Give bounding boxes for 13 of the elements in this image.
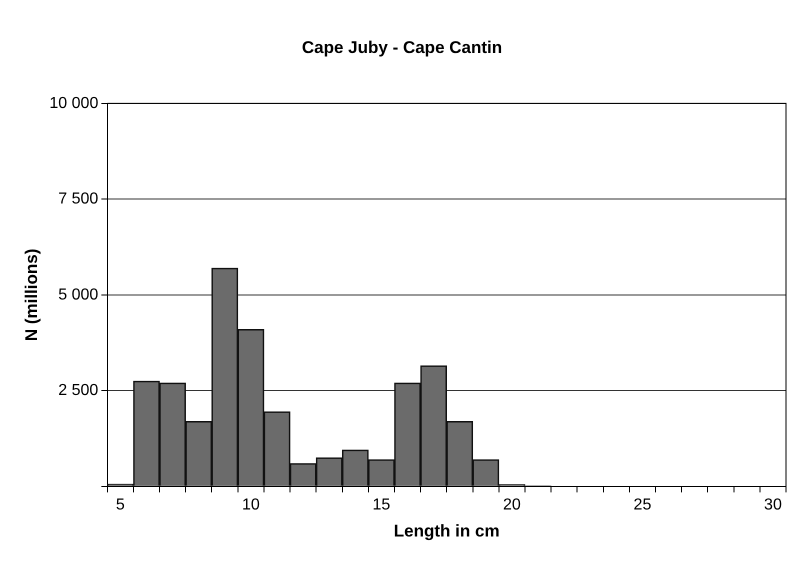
x-axis-title: Length in cm [394,521,500,540]
y-tick-label: 2 500 [58,382,98,400]
y-tick-label: 7 500 [58,190,98,208]
x-tick-label: 5 [116,496,125,514]
x-tick-label: 10 [242,496,260,514]
x-tick-label: 20 [503,496,521,514]
x-tick-label: 15 [372,496,390,514]
y-tick-label: 5 000 [58,286,98,304]
y-axis-title: N (millions) [22,248,41,342]
chart-title: Cape Juby - Cape Cantin [302,38,502,57]
y-tick-label: 10 000 [49,94,98,112]
x-tick-label: 30 [764,496,782,514]
x-tick-label: 25 [634,496,652,514]
